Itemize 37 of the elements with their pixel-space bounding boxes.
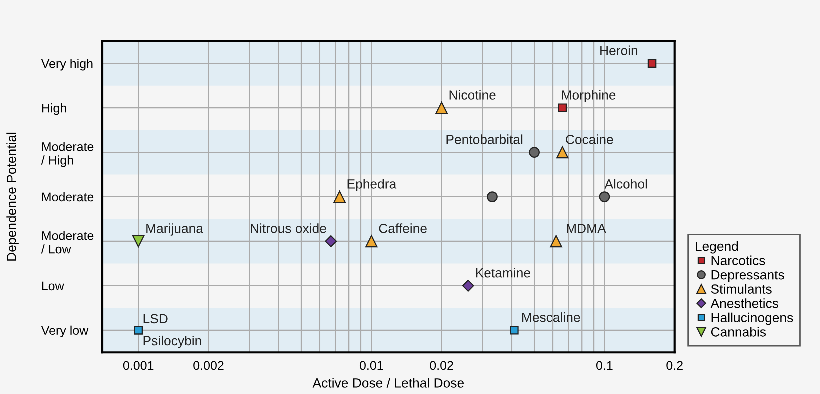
data-label: Nicotine <box>450 90 496 100</box>
data-label: LSD <box>144 314 168 324</box>
data-label: Heroin <box>600 46 638 56</box>
data-label: MDMA <box>567 224 606 234</box>
legend-label: Hallucinogens <box>712 312 794 326</box>
x-axis-title: Active Dose / Lethal Dose <box>312 378 464 388</box>
y-tick-label: Very low <box>41 326 89 338</box>
legend-title: Legend <box>696 241 738 254</box>
x-tick-label: 0.1 <box>596 361 613 370</box>
data-label: Psilocybin <box>144 336 202 348</box>
y-axis-title: Dependence Potential <box>6 132 19 261</box>
legend-label: Narcotics <box>712 256 766 266</box>
y-tick-label: Moderate <box>42 192 94 202</box>
data-label: Caffeine <box>379 224 427 234</box>
y-tick-label: High <box>42 104 66 116</box>
data-label: Pentobarbital <box>446 134 523 144</box>
legend-label: Anesthetics <box>710 298 778 308</box>
y-tick-label: Low <box>42 282 64 291</box>
data-label: Marijuana <box>146 224 204 236</box>
legend-label: Depressants <box>712 270 784 282</box>
data-label: Nitrous oxide <box>251 224 326 234</box>
legend-label: Cannabis <box>711 327 766 337</box>
legend-label: Stimulants <box>711 284 772 294</box>
data-label: Mescaline <box>522 312 580 322</box>
data-label: Alcohol <box>604 179 648 189</box>
data-label: Ephedra <box>348 179 397 192</box>
x-tick-label: 0.2 <box>666 361 683 370</box>
x-tick-label: 0.01 <box>360 361 384 370</box>
data-label: Morphine <box>562 90 616 103</box>
y-tick-label: Very high <box>41 59 93 71</box>
data-label: Ketamine <box>476 268 530 278</box>
x-tick-label: 0.002 <box>194 361 224 370</box>
x-tick-label: 0.001 <box>123 361 154 370</box>
y-tick-label: Moderate / Low <box>41 231 94 254</box>
data-label: Cocaine <box>566 134 614 144</box>
y-tick-label: Moderate / High <box>41 142 94 168</box>
x-tick-label: 0.02 <box>430 361 454 370</box>
